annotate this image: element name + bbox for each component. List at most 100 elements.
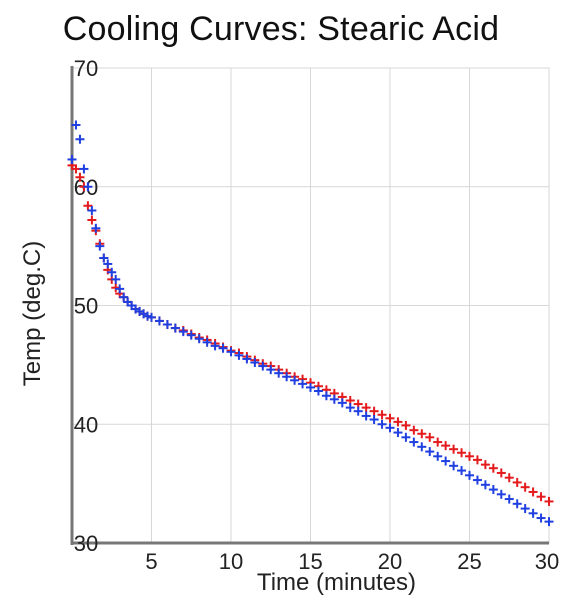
data-point xyxy=(87,215,97,225)
data-point xyxy=(250,358,260,367)
data-point xyxy=(361,403,371,413)
x-axis-label: Time (minutes) xyxy=(257,569,416,596)
data-point xyxy=(282,372,292,382)
data-point xyxy=(449,461,459,471)
data-point xyxy=(480,480,490,490)
data-point xyxy=(266,365,276,375)
data-point xyxy=(178,327,188,337)
data-point xyxy=(512,499,522,509)
y-tick-label: 50 xyxy=(74,294,98,319)
data-point xyxy=(496,489,506,499)
data-point xyxy=(329,394,339,404)
data-point xyxy=(520,482,530,492)
data-point xyxy=(95,241,105,251)
data-point xyxy=(544,496,554,506)
data-point xyxy=(274,368,284,378)
data-point xyxy=(520,504,530,514)
data-point xyxy=(488,485,498,495)
data-point xyxy=(528,508,538,518)
data-point xyxy=(385,423,395,433)
data-point xyxy=(147,312,156,322)
data-point xyxy=(290,375,300,385)
x-tick-label: 25 xyxy=(457,549,481,574)
data-point xyxy=(480,460,490,470)
data-point xyxy=(417,442,427,452)
data-point xyxy=(226,347,236,357)
data-point xyxy=(457,466,467,476)
data-point xyxy=(377,419,387,429)
data-point xyxy=(75,172,85,182)
data-point xyxy=(71,164,81,174)
x-tick-label: 30 xyxy=(535,549,559,574)
data-point xyxy=(337,398,347,408)
data-point xyxy=(409,425,419,435)
data-point xyxy=(441,456,451,466)
x-tick-label: 10 xyxy=(219,549,243,574)
data-point xyxy=(417,429,427,439)
data-point xyxy=(83,201,93,211)
data-point xyxy=(528,487,538,497)
y-axis-label: Temp (deg.C) xyxy=(19,241,46,386)
data-point xyxy=(107,267,117,277)
data-point xyxy=(369,406,379,416)
data-point xyxy=(465,451,474,461)
data-point xyxy=(504,473,514,483)
data-point xyxy=(313,386,323,396)
data-point xyxy=(536,513,546,523)
data-point xyxy=(210,341,220,351)
data-point xyxy=(449,444,459,454)
data-point xyxy=(472,475,482,485)
data-point xyxy=(409,437,419,447)
data-point xyxy=(162,320,172,329)
data-point xyxy=(234,350,244,360)
data-point xyxy=(170,323,180,333)
data-point xyxy=(425,432,435,442)
data-point xyxy=(544,517,554,527)
data-point xyxy=(457,448,467,458)
data-point xyxy=(75,134,85,144)
data-point xyxy=(401,420,411,430)
data-point xyxy=(242,354,252,364)
data-point xyxy=(258,361,268,371)
data-point xyxy=(361,411,371,421)
data-point xyxy=(345,403,355,413)
data-point xyxy=(504,494,514,504)
chart-title: Cooling Curves: Stearic Acid xyxy=(62,10,500,48)
data-point xyxy=(401,432,411,442)
data-point xyxy=(111,274,121,284)
x-tick-label: 15 xyxy=(298,549,322,574)
data-point xyxy=(71,120,81,130)
data-point xyxy=(433,451,443,461)
data-point xyxy=(441,441,451,451)
data-point xyxy=(202,337,212,347)
data-point xyxy=(496,468,506,478)
data-point xyxy=(218,343,228,353)
data-point xyxy=(194,334,204,344)
data-point xyxy=(433,437,443,447)
x-tick-label: 5 xyxy=(145,549,157,574)
data-point xyxy=(91,223,101,233)
data-point xyxy=(83,182,93,192)
data-point xyxy=(385,413,395,423)
data-point xyxy=(536,492,546,502)
data-point xyxy=(67,154,77,164)
data-point xyxy=(186,330,196,340)
data-point xyxy=(321,391,331,401)
data-point xyxy=(369,415,379,424)
y-tick-label: 70 xyxy=(74,56,98,81)
data-point xyxy=(115,284,125,294)
data-point xyxy=(393,428,403,438)
y-tick-label: 40 xyxy=(74,412,98,437)
data-point xyxy=(119,292,129,302)
data-point xyxy=(306,382,315,392)
y-tick-label: 30 xyxy=(74,531,98,556)
data-point xyxy=(472,455,482,465)
data-point xyxy=(103,259,113,269)
data-point xyxy=(353,406,363,416)
data-point xyxy=(393,417,403,427)
data-point xyxy=(377,410,387,420)
x-tick-label: 20 xyxy=(378,549,402,574)
data-point xyxy=(425,447,435,457)
